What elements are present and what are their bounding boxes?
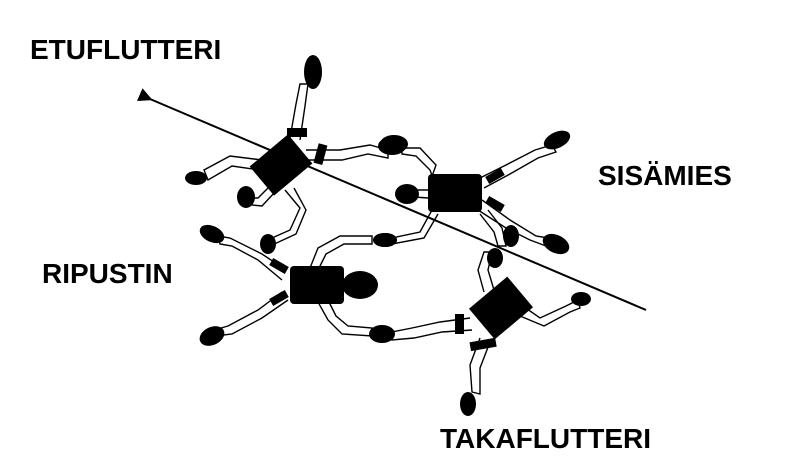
front-floater-label: ETUFLUTTERI bbox=[30, 34, 222, 65]
front-floater-figure bbox=[185, 55, 406, 254]
inside-center-figure bbox=[373, 130, 571, 255]
rear-floater-label: TAKAFLUTTERI bbox=[440, 423, 651, 454]
inside-center-label: SISÄMIES bbox=[598, 160, 732, 191]
rear-floater-figure bbox=[391, 248, 591, 416]
direction-arrow bbox=[136, 88, 647, 311]
hanger-label: RIPUSTIN bbox=[42, 258, 173, 289]
hanger-figure bbox=[199, 224, 397, 346]
